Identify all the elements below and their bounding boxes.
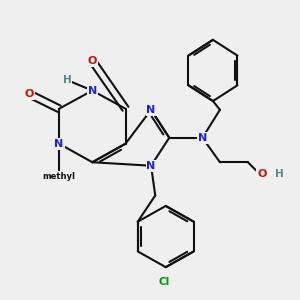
Text: O: O xyxy=(88,56,97,66)
Text: N: N xyxy=(88,85,97,96)
Text: O: O xyxy=(25,89,34,99)
Text: N: N xyxy=(146,105,156,115)
Text: H: H xyxy=(63,75,71,85)
Text: N: N xyxy=(55,139,64,149)
Text: Cl: Cl xyxy=(158,277,169,287)
Text: N: N xyxy=(146,161,156,171)
Text: O: O xyxy=(257,169,267,179)
Text: N: N xyxy=(198,133,207,143)
Text: H: H xyxy=(275,169,284,179)
Text: methyl: methyl xyxy=(43,172,76,181)
